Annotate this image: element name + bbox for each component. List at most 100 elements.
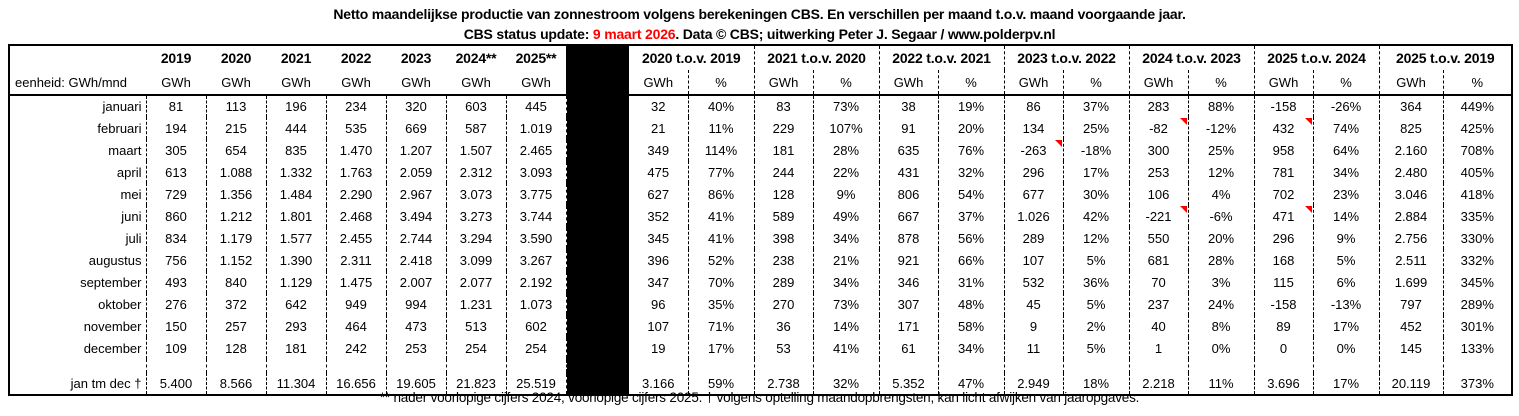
production-cell: 1.207 (386, 139, 447, 161)
diff-gwh-cell: 806 (879, 183, 939, 205)
diff-pct-cell: 25% (1188, 139, 1255, 161)
diff-gwh-cell: -158 (1254, 293, 1314, 315)
diff-pct-cell: 17% (1313, 315, 1380, 337)
year-column-header: 2023 (400, 50, 432, 66)
diff-gwh-cell: 40 (1129, 315, 1189, 337)
diff-gwh-cell: 667 (879, 205, 939, 227)
production-cell: 1.356 (206, 183, 267, 205)
diff-gwh-cell: 171 (879, 315, 939, 337)
comment-flag-icon (1179, 206, 1187, 213)
unit-cell-gwh: GWh (326, 70, 386, 96)
unit-cell-gwh: GWh (879, 70, 939, 96)
diff-gwh-cell: 3.046 (1379, 183, 1444, 205)
month-label: augustus (9, 249, 147, 271)
production-cell: 1.763 (326, 161, 387, 183)
month-label: juli (9, 227, 147, 249)
spacer-cell (813, 359, 880, 373)
unit-cell-pct: % (1443, 70, 1513, 96)
black-separator-cell (566, 293, 629, 316)
diff-gwh-cell: 346 (879, 271, 939, 293)
diff-pct-cell: 17% (1313, 373, 1380, 395)
spacer-cell (754, 359, 814, 373)
production-cell: 994 (386, 293, 447, 315)
diff-gwh-cell: 61 (879, 337, 939, 359)
diff-pct-cell: 301% (1443, 315, 1513, 337)
diff-pct-cell: 14% (1313, 205, 1380, 227)
diff-gwh-cell: 283 (1129, 95, 1189, 117)
production-cell: 1.019 (506, 117, 567, 139)
production-cell: 3.775 (506, 183, 567, 205)
spacer-cell (1188, 359, 1255, 373)
production-cell: 254 (506, 337, 567, 359)
diff-gwh-cell: 475 (629, 161, 689, 183)
production-cell: 464 (326, 315, 387, 337)
diff-gwh-cell: 2.949 (1004, 373, 1064, 395)
production-cell: 128 (206, 337, 267, 359)
diff-pct-cell: 18% (1063, 373, 1130, 395)
production-cell: 1.179 (206, 227, 267, 249)
year-column-header: 2019 (160, 50, 192, 66)
diff-gwh-cell: 181 (754, 139, 814, 161)
production-cell: 25.519 (506, 373, 567, 395)
subtitle-suffix: . Data © CBS; uitwerking Peter J. Segaar… (675, 26, 1056, 42)
production-cell: 613 (146, 161, 207, 183)
production-cell: 1.470 (326, 139, 387, 161)
production-cell: 293 (266, 315, 327, 337)
spacer-cell (146, 359, 207, 373)
diff-gwh-cell: 2.480 (1379, 161, 1444, 183)
production-cell: 3.273 (446, 205, 507, 227)
diff-pct-cell: 34% (938, 337, 1005, 359)
production-cell: 834 (146, 227, 207, 249)
diff-pct-cell: 114% (688, 139, 755, 161)
diff-pct-cell: 2% (1063, 315, 1130, 337)
production-cell: 445 (506, 95, 567, 117)
diff-gwh-cell: 349 (629, 139, 689, 161)
diff-pct-cell: 332% (1443, 249, 1513, 271)
diff-pct-cell: 56% (938, 227, 1005, 249)
diff-group-header: 2020 t.o.v. 2019 (629, 45, 755, 70)
production-cell: 2.311 (326, 249, 387, 271)
diff-gwh-cell: 38 (879, 95, 939, 117)
subtitle: CBS status update: 9 maart 2026. Data © … (0, 24, 1519, 44)
production-cell: 21.823 (446, 373, 507, 395)
comment-flag-icon (1179, 118, 1187, 125)
diff-gwh-cell: 781 (1254, 161, 1314, 183)
diff-gwh-cell: -158 (1254, 95, 1314, 117)
production-cell: 493 (146, 271, 207, 293)
diff-pct-cell: 5% (1063, 293, 1130, 315)
month-label: maart (9, 139, 147, 161)
production-cell: 3.590 (506, 227, 567, 249)
production-cell: 2.059 (386, 161, 447, 183)
black-separator-cell (566, 95, 629, 118)
production-cell: 1.332 (266, 161, 327, 183)
diff-gwh-cell: 635 (879, 139, 939, 161)
diff-gwh-cell: 9 (1004, 315, 1064, 337)
table-row: april 613 1.088 1.332 1.763 2.059 2.312 3.093 47… (9, 161, 1513, 184)
production-cell: 587 (446, 117, 507, 139)
diff-gwh-cell: 550 (1129, 227, 1189, 249)
table-header: 2019 2020 2021 2022 2023 2024** 2025** 2020 t.o… (9, 45, 1513, 96)
diff-pct-cell: 23% (1313, 183, 1380, 205)
production-cell: 1.073 (506, 293, 567, 315)
production-cell: 642 (266, 293, 327, 315)
black-separator-cell (566, 271, 629, 294)
diff-gwh-cell: 134 (1004, 117, 1064, 139)
diff-gwh-cell: 2.218 (1129, 373, 1189, 395)
production-cell: 257 (206, 315, 267, 337)
diff-pct-cell: 34% (813, 271, 880, 293)
diff-pct-cell: 330% (1443, 227, 1513, 249)
production-cell: 2.455 (326, 227, 387, 249)
diff-pct-cell: 289% (1443, 293, 1513, 315)
black-separator-cell (566, 359, 629, 374)
diff-gwh-cell: 677 (1004, 183, 1064, 205)
diff-pct-cell: 58% (938, 315, 1005, 337)
diff-pct-cell: 133% (1443, 337, 1513, 359)
production-cell: 2.192 (506, 271, 567, 293)
diff-pct-cell: 49% (813, 205, 880, 227)
diff-pct-cell: 9% (813, 183, 880, 205)
diff-gwh-cell: 115 (1254, 271, 1314, 293)
year-column-header: 2022 (340, 50, 372, 66)
diff-pct-cell: 86% (688, 183, 755, 205)
spacer-cell (1129, 359, 1189, 373)
diff-pct-cell: 17% (688, 337, 755, 359)
